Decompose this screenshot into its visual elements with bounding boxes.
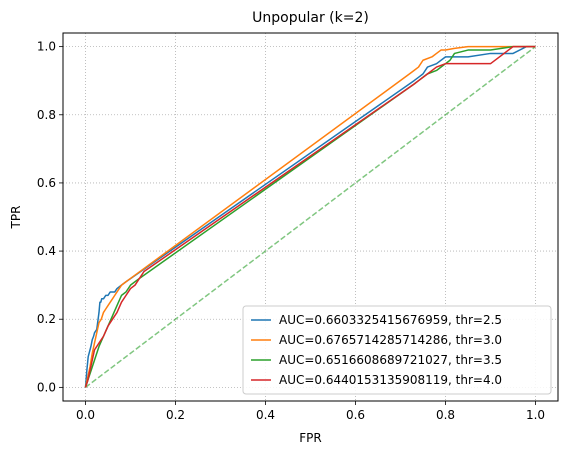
roc-curve-line	[84, 45, 536, 388]
roc-curve-line	[84, 45, 536, 388]
series-lines	[84, 45, 536, 388]
legend-label: AUC=0.6603325415676959, thr=2.5	[279, 313, 502, 327]
axis-ticks: 0.0 0.2 0.4 0.6 0.8 1.0 0.0 0.2 0.4 0.6 0.8 1.0	[37, 40, 545, 422]
y-axis-label: TPR	[9, 206, 23, 230]
legend-label: AUC=0.6765714285714286, thr=3.0	[279, 333, 502, 347]
chart-title: Unpopular (k=2)	[252, 10, 369, 26]
legend-box	[242, 305, 552, 395]
x-axis-label: FPR	[299, 431, 321, 445]
y-tick-label: 1.0	[37, 40, 56, 54]
x-tick-label: 0.6	[346, 408, 365, 422]
legend-label: AUC=0.6516608689721027, thr=3.5	[279, 353, 502, 367]
roc-curve-line	[84, 45, 536, 388]
y-tick-label: 0.2	[37, 312, 56, 326]
diagonal-reference-line	[85, 46, 536, 388]
y-tick-label: 0.6	[37, 176, 56, 190]
y-tick-label: 0.8	[37, 108, 56, 122]
y-tick-label: 0.4	[37, 244, 56, 258]
x-tick-label: 0.0	[76, 408, 95, 422]
x-tick-label: 1.0	[526, 408, 545, 422]
x-tick-label: 0.2	[166, 408, 185, 422]
plot-frame	[62, 32, 559, 402]
x-tick-label: 0.4	[256, 408, 275, 422]
legend: AUC=0.6603325415676959, thr=2.5 AUC=0.676…	[242, 305, 552, 395]
x-tick-label: 0.8	[436, 408, 455, 422]
legend-label: AUC=0.6440153135908119, thr=4.0	[279, 373, 502, 387]
y-tick-label: 0.0	[37, 380, 56, 394]
